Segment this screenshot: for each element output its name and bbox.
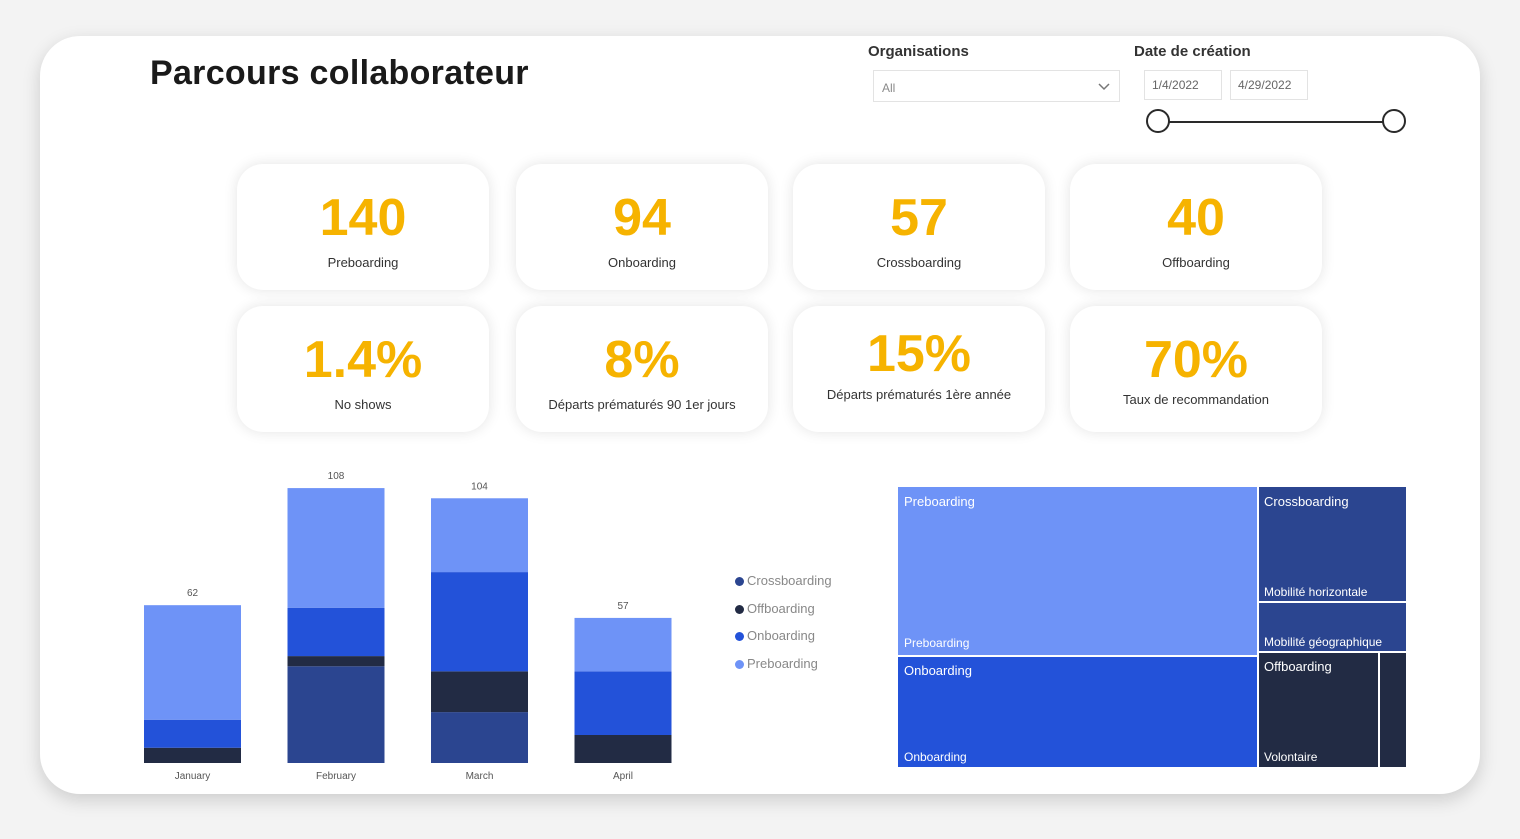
chevron-down-icon (1098, 83, 1110, 91)
treemap-cell-offboarding[interactable]: Offboarding Volontaire (1258, 652, 1379, 768)
page-title: Parcours collaborateur (150, 54, 529, 92)
treemap-title: Preboarding (904, 494, 975, 509)
bar-segment-onboarding-january[interactable] (144, 719, 241, 748)
legend-dot-icon (735, 632, 744, 642)
date-creation-label: Date de création (1134, 43, 1251, 60)
kpi-label: Preboarding (327, 255, 399, 270)
bar-segment-offboarding-january[interactable] (144, 747, 241, 763)
bar-segment-crossboarding-february[interactable] (287, 666, 385, 763)
kpi-card-departs-90-jours: 8% Départs prématurés 90 1er jours (516, 306, 768, 432)
treemap-cell-preboarding[interactable]: Preboarding Preboarding (897, 486, 1258, 656)
treemap-sub-label: Mobilité géographique (1264, 635, 1383, 649)
organisations-label: Organisations (868, 43, 969, 60)
x-axis-tick-label: February (316, 771, 356, 782)
kpi-label: Taux de recommandation (1123, 392, 1269, 407)
kpi-value: 57 (890, 189, 948, 247)
treemap-cell-mobilite-geographique[interactable]: Mobilité géographique (1258, 602, 1407, 652)
kpi-label: Départs prématurés 90 1er jours (548, 397, 736, 412)
kpi-label: No shows (334, 397, 392, 412)
dashboard-frame: Parcours collaborateur Organisations All… (40, 36, 1480, 794)
x-axis-tick-label: April (613, 771, 633, 782)
legend-dot-icon (735, 660, 744, 670)
bar-total-label: 62 (187, 588, 199, 599)
kpi-value: 1.4% (303, 331, 423, 389)
bar-segment-onboarding-march[interactable] (431, 572, 528, 672)
kpi-value: 8% (604, 331, 680, 389)
kpi-label: Crossboarding (876, 255, 962, 270)
legend-dot-icon (735, 605, 744, 615)
legend-label: Offboarding (747, 601, 815, 616)
kpi-card-departs-1ere-annee: 15% Départs prématurés 1ère année (793, 306, 1045, 432)
legend-item-preboarding[interactable]: Preboarding (735, 656, 818, 671)
bar-segment-crossboarding-march[interactable] (431, 712, 528, 763)
kpi-value: 94 (613, 189, 671, 247)
kpi-value: 140 (319, 189, 407, 247)
x-axis-tick-label: January (175, 771, 211, 782)
legend-item-onboarding[interactable]: Onboarding (735, 628, 815, 643)
x-axis-tick-label: March (466, 771, 494, 782)
treemap-cell-crossboarding[interactable]: Crossboarding Mobilité horizontale (1258, 486, 1407, 602)
treemap-sub-label: Preboarding (904, 636, 970, 650)
treemap-title: Crossboarding (1264, 494, 1349, 509)
kpi-card-offboarding: 40 Offboarding (1070, 164, 1322, 290)
organisations-dropdown[interactable]: All (873, 70, 1120, 102)
bar-segment-offboarding-april[interactable] (574, 735, 672, 763)
kpi-value: 70% (1143, 331, 1249, 389)
legend-label: Preboarding (747, 656, 818, 671)
kpi-card-preboarding: 140 Preboarding (237, 164, 489, 290)
date-slider-track[interactable] (1158, 121, 1396, 123)
date-slider-start-handle[interactable] (1146, 109, 1170, 133)
bar-total-label: 108 (328, 471, 345, 482)
bar-segment-preboarding-march[interactable] (431, 498, 528, 573)
date-end-input[interactable]: 4/29/2022 (1230, 70, 1308, 100)
kpi-label: Départs prématurés 1ère année (826, 387, 1012, 402)
date-slider-end-handle[interactable] (1382, 109, 1406, 133)
bar-segment-preboarding-april[interactable] (574, 617, 672, 672)
kpi-card-no-shows: 1.4% No shows (237, 306, 489, 432)
treemap-sub-label: Mobilité horizontale (1264, 585, 1368, 599)
kpi-value: 15% (866, 325, 972, 383)
treemap-sub-label: Onboarding (904, 750, 967, 764)
bar-segment-offboarding-february[interactable] (287, 656, 385, 667)
kpi-card-taux-recommandation: 70% Taux de recommandation (1070, 306, 1322, 432)
treemap-cell-onboarding[interactable]: Onboarding Onboarding (897, 656, 1258, 768)
legend-label: Crossboarding (747, 573, 832, 588)
organisations-value: All (882, 81, 896, 95)
kpi-value: 40 (1167, 189, 1225, 247)
bar-segment-onboarding-february[interactable] (287, 607, 385, 657)
treemap-title: Offboarding (1264, 659, 1332, 674)
bar-segment-preboarding-february[interactable] (287, 488, 385, 608)
kpi-label: Offboarding (1162, 255, 1230, 270)
bar-segment-preboarding-january[interactable] (144, 605, 241, 720)
stacked-bar-chart: 62 January 108 February 104 March 57 April (144, 471, 672, 782)
bar-segment-onboarding-april[interactable] (574, 671, 672, 735)
kpi-card-crossboarding: 57 Crossboarding (793, 164, 1045, 290)
kpi-label: Onboarding (608, 255, 676, 270)
legend-label: Onboarding (747, 628, 815, 643)
bar-total-label: 104 (471, 481, 488, 492)
legend-item-offboarding[interactable]: Offboarding (735, 601, 815, 616)
treemap-title: Onboarding (904, 663, 972, 678)
bar-total-label: 57 (617, 601, 629, 612)
treemap-sub-label: Volontaire (1264, 750, 1318, 764)
date-start-input[interactable]: 1/4/2022 (1144, 70, 1222, 100)
treemap-cell-offboarding-other[interactable] (1379, 652, 1407, 768)
bar-segment-offboarding-march[interactable] (431, 671, 528, 713)
kpi-card-onboarding: 94 Onboarding (516, 164, 768, 290)
legend-dot-icon (735, 577, 744, 587)
legend-item-crossboarding[interactable]: Crossboarding (735, 573, 832, 588)
